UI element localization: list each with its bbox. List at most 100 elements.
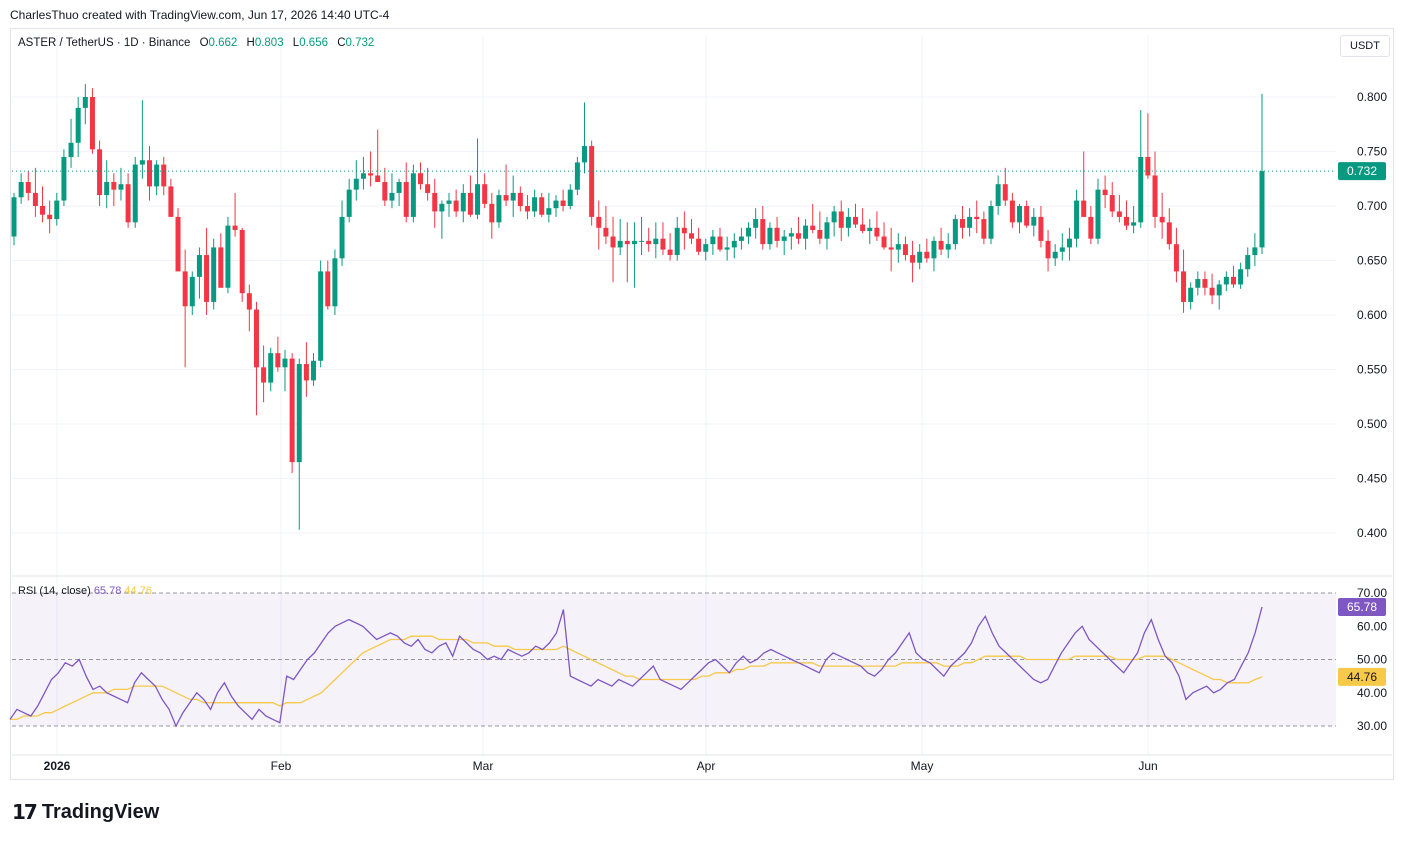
candle-body [667,249,673,256]
candle-body [154,164,160,187]
candle-body [1124,216,1130,226]
candle-body [931,240,937,259]
candle-body [631,240,637,245]
candle-body [532,197,538,212]
candle-body [860,224,866,232]
rsi-legend: RSI (14, close) 65.78 44.76 [18,585,152,597]
rsi-ma-badge-label: 44.76 [1347,670,1377,684]
candle-body [410,173,416,217]
candle-body [553,200,559,209]
candle-body [218,247,224,288]
candle-body [867,227,873,232]
candle-body [845,216,851,228]
time-tick-label: Apr [697,759,716,773]
candle-body [196,255,202,277]
price-tick-label: 0.600 [1357,308,1387,322]
candle-body [610,236,616,248]
candle-body [1088,216,1094,239]
candle-body [781,236,787,241]
rsi-tick-label: 70.00 [1357,586,1387,600]
candle-body [1216,284,1222,296]
candle-body [82,97,88,108]
candle-body [688,233,694,239]
candle-body [524,206,530,212]
candle-body [1131,222,1137,226]
candle-body [339,216,345,259]
candle-body [703,244,709,252]
price-grid: 0.800 0.750 0.700 0.650 0.600 0.550 0.500 0.450… [12,90,1387,540]
rsi-name[interactable]: RSI (14, close) [18,585,91,597]
candle-body [517,192,523,206]
candle-body [1166,222,1172,245]
candle-body [1259,171,1265,248]
candle-body [803,225,809,239]
high-value: 0.803 [254,37,284,49]
rsi-ma-line [10,635,1263,721]
candle-body [639,240,645,242]
price-tick-label: 0.800 [1357,90,1387,104]
candle-body [211,247,217,302]
candle-body [18,182,24,198]
price-tick-label: 0.700 [1357,199,1387,213]
candle-body [959,219,965,228]
candle-body [724,247,730,250]
candle-body [589,146,595,217]
tradingview-wordmark: TradingView [41,800,160,823]
rsi-tick-label: 60.00 [1357,619,1387,633]
candle-body [710,236,716,245]
candle-body [853,216,859,225]
candle-body [753,219,759,228]
currency-button[interactable]: USDT [1340,35,1390,57]
rsi-tick-label: 30.00 [1357,719,1387,733]
candle-body [396,182,402,193]
time-tick-label: Feb [271,759,292,773]
high-label: H [246,37,255,49]
candle-body [738,236,744,241]
candle-body [567,189,573,206]
candle-body [282,358,288,368]
candle-body [1202,279,1208,288]
candle-body [945,244,951,250]
candle-body [1066,238,1072,248]
candle-body [353,178,359,190]
candle-body [1081,200,1087,217]
price-tick-label: 0.400 [1357,526,1387,540]
candle-body [311,360,317,381]
candle-body [1138,156,1144,223]
candle-body [1109,195,1115,212]
candle-body [489,203,495,223]
candle-body [917,251,923,263]
candle-body [303,364,309,381]
rsi-line [9,606,1263,728]
candle-body [439,203,445,212]
candle-body [1188,287,1194,302]
candle-body [1159,216,1165,223]
candle-body [1195,279,1201,288]
rsi-value: 65.78 [93,585,122,597]
time-tick-label: May [911,759,934,773]
candle-body [539,197,545,215]
candle-body [1252,247,1258,256]
symbol-label[interactable]: ASTER / TetherUS · 1D · Binance [18,37,191,49]
candle-body [182,271,188,307]
candle-body [389,192,395,201]
candle-body [838,211,844,228]
candle-body [1223,276,1229,285]
candle-body [995,184,1001,206]
candle-body [268,353,274,383]
candle-body [403,182,409,217]
rsi-ma-badge [1338,667,1386,686]
candle-body [546,208,552,215]
candle-body [831,211,837,223]
candle-body [61,156,67,201]
candle-body [97,149,103,196]
candle-body [1031,216,1037,226]
chart-panel[interactable] [10,28,1394,780]
rsi-ma-value: 44.76 [124,585,152,597]
candle-body [382,182,388,201]
candle-body [510,192,516,201]
candle-body [503,195,509,201]
candle-body [603,227,609,237]
chart-credit: CharlesThuo created with TradingView.com… [10,8,390,22]
